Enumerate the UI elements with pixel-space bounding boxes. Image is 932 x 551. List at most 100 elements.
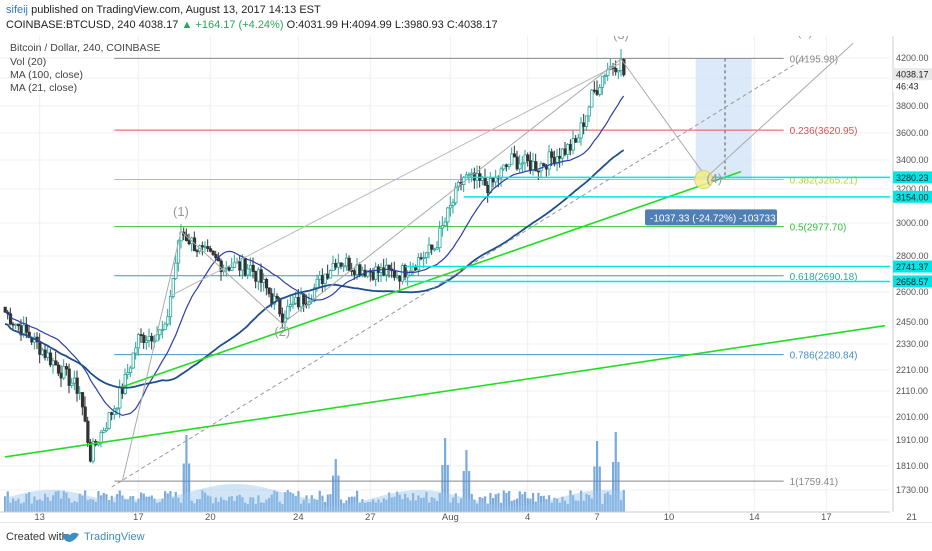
candle-body (331, 263, 335, 272)
tradingview-brand[interactable]: TradingView (84, 531, 145, 543)
target-highlight-circle[interactable] (694, 170, 714, 190)
price-label: 3154.00 (896, 192, 929, 202)
price-label-bg (893, 275, 932, 288)
volume-bar (420, 497, 423, 512)
volume-bar (84, 490, 87, 512)
volume-bar (294, 496, 297, 512)
volume-bar (350, 496, 353, 512)
tradingview-logo-icon[interactable] (62, 530, 80, 544)
candle-body (91, 441, 95, 462)
volume-bar (388, 492, 391, 512)
volume-bar (614, 432, 617, 512)
fib-level-label: 0(4195.98) (790, 54, 838, 65)
volume-bar (262, 502, 265, 512)
volume-bar (606, 491, 609, 512)
price-label-bg (893, 171, 932, 184)
candle-body (243, 257, 247, 276)
volume-bar (332, 475, 335, 512)
price-label-bg (893, 80, 932, 93)
wave-label: (3) (613, 36, 629, 42)
ma100-line (4, 149, 625, 389)
volume-bar (238, 494, 241, 512)
volume-bar (188, 463, 191, 512)
volume-bar (30, 503, 33, 512)
candle-body (403, 265, 407, 278)
symbol-label: COINBASE:BTCUSD, 240 (6, 19, 136, 31)
candle-body (622, 59, 626, 76)
long-trend-line (4, 324, 886, 458)
candle-body (446, 207, 450, 223)
volume-bar (460, 498, 463, 512)
created-with-label: Created with (6, 531, 68, 543)
candle-body (424, 252, 429, 258)
candle-body (504, 164, 509, 167)
volume-bar (228, 496, 231, 512)
volume-bar (12, 498, 15, 512)
x-tick-label: 4 (525, 512, 530, 522)
price-label-bg (893, 68, 932, 81)
candle-body (272, 295, 277, 305)
volume-bar (348, 497, 351, 512)
volume-bar (297, 491, 300, 512)
volume-ma-area (5, 484, 624, 512)
volume-bar (534, 501, 537, 512)
volume-bar (550, 502, 553, 512)
candle-body (534, 161, 538, 172)
volume-bar (137, 498, 140, 512)
price-label-bg (893, 190, 932, 203)
volume-bar (305, 495, 308, 512)
volume-bar (20, 503, 23, 512)
candle-body (419, 257, 423, 260)
volume-bar (422, 497, 425, 512)
volume-bar (356, 490, 359, 512)
volume-bar (588, 495, 591, 512)
author-link[interactable]: sifeij (6, 4, 29, 16)
volume-bar (105, 494, 108, 512)
candle-body (526, 154, 530, 162)
volume-bar (473, 499, 476, 512)
candle-body (118, 386, 122, 409)
y-tick-label: 3400.00 (896, 155, 929, 165)
candle-body (211, 250, 215, 255)
volume-bar (446, 465, 449, 512)
candle-body (384, 264, 389, 276)
candle-body (291, 302, 295, 305)
ohlc-line: COINBASE:BTCUSD, 240 4038.17 ▲ +164.17 (… (6, 19, 498, 31)
volume-bar (596, 441, 599, 512)
volume-bar (513, 499, 516, 512)
volume-bar (124, 499, 127, 512)
volume-bar (601, 503, 604, 512)
wave-label: (4) (706, 171, 722, 186)
volume-bar (177, 497, 180, 512)
price-chart[interactable]: 0(4195.98) 0.236(3620.95) 0.382(3265.21) 0.… (0, 36, 932, 522)
legend-ma100[interactable]: MA (100, close) (10, 69, 83, 81)
volume-bar (94, 501, 97, 512)
volume-bar (441, 465, 444, 512)
volume-bar (4, 496, 7, 512)
legend-volume[interactable]: Vol (20) (10, 56, 47, 68)
volume-bar (86, 500, 89, 512)
candle-body (440, 225, 445, 229)
candle-body (566, 144, 570, 155)
volume-bar (217, 501, 220, 512)
candle-body (8, 313, 13, 325)
candle-body (334, 263, 338, 268)
volume-bar (502, 490, 505, 512)
candle-body (512, 153, 517, 158)
volume-bar (209, 496, 212, 512)
volume-bar (542, 495, 545, 512)
candle-body (395, 275, 399, 278)
candle-body (238, 261, 242, 271)
volume-bar (286, 490, 289, 512)
volume-bar (252, 497, 255, 512)
volume-bar (396, 491, 399, 512)
volume-bar (190, 500, 193, 512)
volume-bar (22, 502, 25, 512)
x-tick-label: 20 (205, 512, 216, 522)
legend-ma21[interactable]: MA (21, close) (10, 82, 78, 94)
candle-body (422, 257, 426, 259)
volume-bar (582, 500, 585, 512)
volume-bar (481, 497, 484, 512)
candle-body (160, 329, 165, 332)
volume-bar (334, 459, 337, 512)
